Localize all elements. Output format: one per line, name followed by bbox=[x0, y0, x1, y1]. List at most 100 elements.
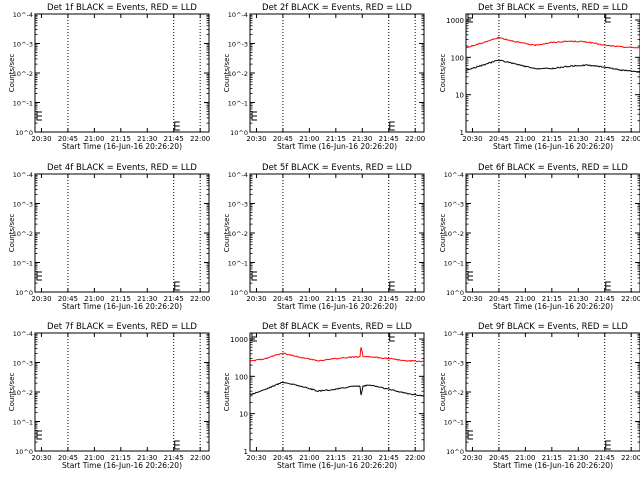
marker-bracket bbox=[251, 332, 257, 342]
x-tick-label: 21:15 bbox=[542, 295, 562, 303]
y-tick-label: 1 bbox=[460, 129, 464, 137]
marker-bracket bbox=[467, 13, 473, 23]
x-tick-label: 21:30 bbox=[352, 295, 372, 303]
marker-bracket bbox=[36, 430, 42, 440]
y-axis-label: Counts/sec bbox=[8, 54, 16, 93]
x-tick-label: 20:45 bbox=[58, 295, 78, 303]
x-tick-label: 21:45 bbox=[379, 454, 399, 462]
x-tick-label: 21:15 bbox=[326, 135, 346, 143]
y-tick-label: 10^-4 bbox=[228, 11, 248, 19]
y-tick-label: 10^0 bbox=[15, 448, 33, 456]
y-tick-label: 10^-1 bbox=[13, 100, 33, 108]
x-tick-label: 21:15 bbox=[111, 295, 131, 303]
y-axis-label: Counts/sec bbox=[223, 54, 231, 93]
y-tick-label: 10^0 bbox=[15, 129, 33, 137]
y-tick-label: 10^-2 bbox=[444, 230, 464, 238]
y-tick-label: 10^-2 bbox=[444, 389, 464, 397]
x-tick-label: 21:00 bbox=[515, 135, 535, 143]
x-axis-label: Start Time (16-Jun-16 20:26:20) bbox=[277, 142, 397, 151]
y-tick-label: 10^-4 bbox=[13, 171, 33, 179]
detector-panel-1: Det 1f BLACK = Events, RED = LLD 20:30 20:… bbox=[8, 3, 210, 151]
x-tick-label: 20:45 bbox=[489, 135, 509, 143]
marker-bracket bbox=[36, 111, 42, 121]
x-tick-label: 20:30 bbox=[31, 135, 51, 143]
x-tick-label: 20:45 bbox=[58, 454, 78, 462]
x-tick-label: 21:45 bbox=[379, 295, 399, 303]
y-tick-label: 10^-2 bbox=[13, 389, 33, 397]
y-tick-label: 10^-1 bbox=[444, 260, 464, 268]
x-tick-label: 21:30 bbox=[568, 295, 588, 303]
x-tick-label: 22:00 bbox=[405, 135, 425, 143]
x-tick-label: 21:45 bbox=[595, 454, 615, 462]
y-axis-label: Counts/sec bbox=[439, 373, 447, 412]
x-tick-label: 20:30 bbox=[462, 135, 482, 143]
marker-bracket bbox=[251, 271, 257, 281]
marker-bracket bbox=[251, 111, 257, 121]
x-axis-label: Start Time (16-Jun-16 20:26:20) bbox=[277, 461, 397, 470]
x-tick-label: 20:30 bbox=[246, 454, 266, 462]
plot-frame bbox=[34, 332, 210, 452]
y-axis-label: Counts/sec bbox=[439, 214, 447, 253]
x-axis-label: Start Time (16-Jun-16 20:26:20) bbox=[493, 142, 613, 151]
plot-frame bbox=[34, 13, 210, 133]
marker-bracket bbox=[174, 440, 180, 450]
y-tick-label: 10^-4 bbox=[444, 171, 464, 179]
y-tick-label: 10^-1 bbox=[228, 100, 248, 108]
marker-bracket bbox=[467, 430, 473, 440]
lld-series-line bbox=[465, 36, 640, 49]
x-tick-label: 22:00 bbox=[190, 135, 210, 143]
y-tick-label: 10^-2 bbox=[13, 70, 33, 78]
panel-title: Det 2f BLACK = Events, RED = LLD bbox=[262, 3, 412, 13]
detector-panel-2: Det 2f BLACK = Events, RED = LLD 20:30 20:… bbox=[223, 3, 425, 151]
y-axis-label: Counts/sec bbox=[8, 214, 16, 253]
x-tick-label: 21:45 bbox=[164, 295, 184, 303]
panel-title: Det 6f BLACK = Events, RED = LLD bbox=[478, 163, 628, 173]
x-tick-label: 21:45 bbox=[595, 135, 615, 143]
y-tick-label: 10^-3 bbox=[13, 201, 33, 209]
detector-panel-9: Det 9f BLACK = Events, RED = LLD 20:30 20:… bbox=[439, 322, 640, 470]
plot-frame bbox=[465, 13, 640, 133]
marker-bracket bbox=[605, 13, 611, 23]
x-tick-label: 22:00 bbox=[621, 135, 640, 143]
x-tick-label: 20:45 bbox=[273, 454, 293, 462]
y-tick-label: 10^-2 bbox=[228, 230, 248, 238]
x-tick-label: 21:00 bbox=[84, 135, 104, 143]
x-axis-label: Start Time (16-Jun-16 20:26:20) bbox=[62, 461, 182, 470]
y-tick-label: 10^-3 bbox=[228, 201, 248, 209]
detector-panel-7: Det 7f BLACK = Events, RED = LLD 20:30 20:… bbox=[8, 322, 210, 470]
x-tick-label: 20:30 bbox=[31, 295, 51, 303]
x-tick-label: 21:30 bbox=[137, 454, 157, 462]
x-tick-label: 21:45 bbox=[164, 454, 184, 462]
y-tick-label: 10 bbox=[239, 411, 248, 419]
x-tick-label: 20:45 bbox=[489, 454, 509, 462]
y-tick-label: 10^-3 bbox=[13, 360, 33, 368]
x-tick-label: 21:15 bbox=[326, 295, 346, 303]
y-tick-label: 10^0 bbox=[15, 289, 33, 297]
panel-title: Det 7f BLACK = Events, RED = LLD bbox=[47, 322, 197, 332]
y-tick-label: 1000 bbox=[230, 336, 248, 344]
panel-title: Det 4f BLACK = Events, RED = LLD bbox=[47, 163, 197, 173]
y-tick-label: 10^-3 bbox=[444, 201, 464, 209]
x-tick-label: 21:15 bbox=[542, 454, 562, 462]
marker-bracket bbox=[467, 271, 473, 281]
y-tick-label: 10^-4 bbox=[228, 171, 248, 179]
y-tick-label: 10^-1 bbox=[13, 419, 33, 427]
x-tick-label: 21:00 bbox=[515, 295, 535, 303]
x-tick-label: 21:45 bbox=[379, 135, 399, 143]
panel-title: Det 5f BLACK = Events, RED = LLD bbox=[262, 163, 412, 173]
x-tick-label: 20:30 bbox=[246, 295, 266, 303]
plot-frame bbox=[249, 173, 425, 293]
panel-title: Det 3f BLACK = Events, RED = LLD bbox=[478, 3, 628, 13]
plot-frame bbox=[34, 173, 210, 293]
x-tick-label: 22:00 bbox=[621, 454, 640, 462]
x-tick-label: 20:45 bbox=[58, 135, 78, 143]
x-tick-label: 21:30 bbox=[137, 135, 157, 143]
panel-title: Det 8f BLACK = Events, RED = LLD bbox=[262, 322, 412, 332]
y-tick-label: 10^0 bbox=[230, 129, 248, 137]
x-tick-label: 22:00 bbox=[405, 454, 425, 462]
plot-frame bbox=[249, 13, 425, 133]
y-tick-label: 10^-1 bbox=[228, 260, 248, 268]
x-tick-label: 21:15 bbox=[111, 454, 131, 462]
x-tick-label: 20:30 bbox=[462, 295, 482, 303]
x-tick-label: 20:30 bbox=[31, 454, 51, 462]
